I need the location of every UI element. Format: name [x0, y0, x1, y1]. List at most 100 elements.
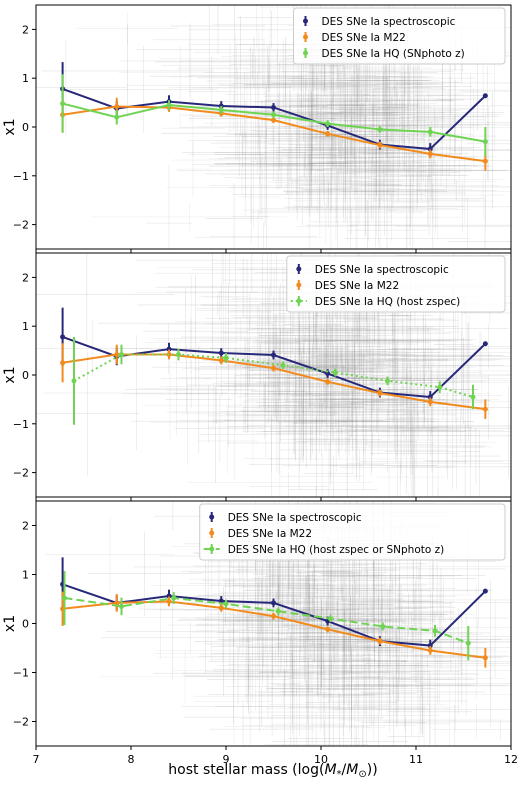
data-point [482, 588, 488, 594]
y-tick-label: 0 [22, 618, 29, 631]
data-point [332, 370, 338, 376]
data-point [377, 638, 383, 644]
y-axis-label: x1 [2, 118, 18, 135]
legend-label: DES SNe Ia spectroscopic [228, 512, 362, 524]
x-axis-label: host stellar mass (log(M*/M⊙)) [168, 762, 377, 780]
data-point [427, 647, 433, 653]
y-tick-label: −2 [13, 716, 29, 729]
data-point [271, 600, 276, 606]
x-tick-label: 8 [128, 753, 135, 766]
data-point [271, 117, 276, 123]
data-point [119, 352, 124, 358]
legend: DES SNe Ia spectroscopic DES SNe Ia M22 DE… [286, 255, 506, 313]
data-point [280, 362, 286, 368]
legend-marker [296, 298, 302, 304]
legend-label: DES SNe Ia spectroscopic [322, 16, 456, 28]
series-3 [60, 74, 488, 157]
data-point [427, 399, 433, 405]
data-point [171, 595, 177, 601]
legend-box [293, 7, 506, 65]
data-point [166, 102, 172, 108]
data-point [271, 112, 276, 118]
legend-box [199, 503, 506, 561]
data-point [482, 139, 488, 145]
legend-marker [209, 546, 215, 552]
data-point [271, 365, 276, 371]
x-tick-label: 9 [223, 753, 230, 766]
y-tick-label: 1 [22, 569, 29, 582]
legend-box [286, 255, 506, 313]
data-point [71, 378, 77, 384]
legend-label: DES SNe Ia HQ (host zspec) [315, 296, 460, 308]
data-point [271, 352, 276, 358]
data-point [62, 595, 67, 601]
series-3 [71, 336, 476, 425]
data-point [218, 350, 224, 356]
x-tick-label: 11 [409, 753, 423, 766]
data-point [482, 341, 488, 347]
data-point [377, 390, 383, 396]
data-point [325, 626, 331, 632]
data-point [60, 334, 66, 340]
data-point [380, 623, 386, 629]
data-point [432, 628, 438, 634]
data-point [218, 605, 224, 611]
legend-label: DES SNe Ia M22 [322, 32, 406, 44]
data-point [427, 151, 433, 157]
legend-marker [303, 18, 308, 24]
data-point [427, 643, 433, 649]
legend-marker [209, 530, 215, 536]
data-point [437, 384, 443, 390]
legend: DES SNe Ia spectroscopic DES SNe Ia M22 DE… [293, 7, 506, 65]
y-tick-label: −2 [13, 467, 29, 480]
data-point [60, 360, 66, 366]
background-scatter [45, 501, 511, 746]
data-point [218, 598, 224, 604]
y-tick-label: 2 [22, 23, 29, 36]
data-point [176, 352, 181, 358]
x-tick-label: 7 [33, 753, 40, 766]
data-point [482, 158, 488, 164]
legend-marker [296, 266, 302, 272]
legend-marker [296, 282, 302, 288]
data-point [223, 601, 229, 607]
legend: DES SNe Ia spectroscopic DES SNe Ia M22 DE… [199, 503, 506, 561]
data-point [377, 126, 383, 132]
legend-label: DES SNe Ia HQ (SNphoto z) [322, 48, 465, 60]
legend-marker [209, 514, 215, 520]
y-tick-label: 1 [22, 320, 29, 333]
x-tick-label: 12 [504, 753, 518, 766]
data-point [427, 129, 433, 135]
y-axis-label: x1 [2, 366, 18, 383]
data-point [166, 346, 172, 352]
legend-label: DES SNe Ia M22 [315, 280, 399, 292]
data-point [482, 655, 488, 661]
data-point [166, 598, 172, 604]
y-tick-label: 0 [22, 121, 29, 134]
data-point [114, 114, 120, 120]
data-point [223, 355, 229, 361]
legend-label: DES SNe Ia HQ (host zspec or SNphoto z) [228, 544, 445, 556]
data-point [427, 146, 433, 152]
data-point [114, 600, 120, 606]
data-point [166, 593, 172, 599]
y-tick-label: 1 [22, 72, 29, 85]
y-axis-label: x1 [2, 615, 18, 632]
data-point [271, 104, 276, 110]
y-tick-label: −1 [13, 418, 29, 431]
series-3 [62, 571, 471, 661]
series-line [64, 597, 469, 645]
data-point [119, 603, 124, 609]
data-point [114, 104, 120, 110]
data-point [482, 93, 488, 99]
y-tick-label: 0 [22, 369, 29, 382]
data-point [427, 394, 433, 400]
data-point [482, 406, 488, 412]
data-point [328, 616, 333, 622]
data-point [271, 613, 276, 619]
